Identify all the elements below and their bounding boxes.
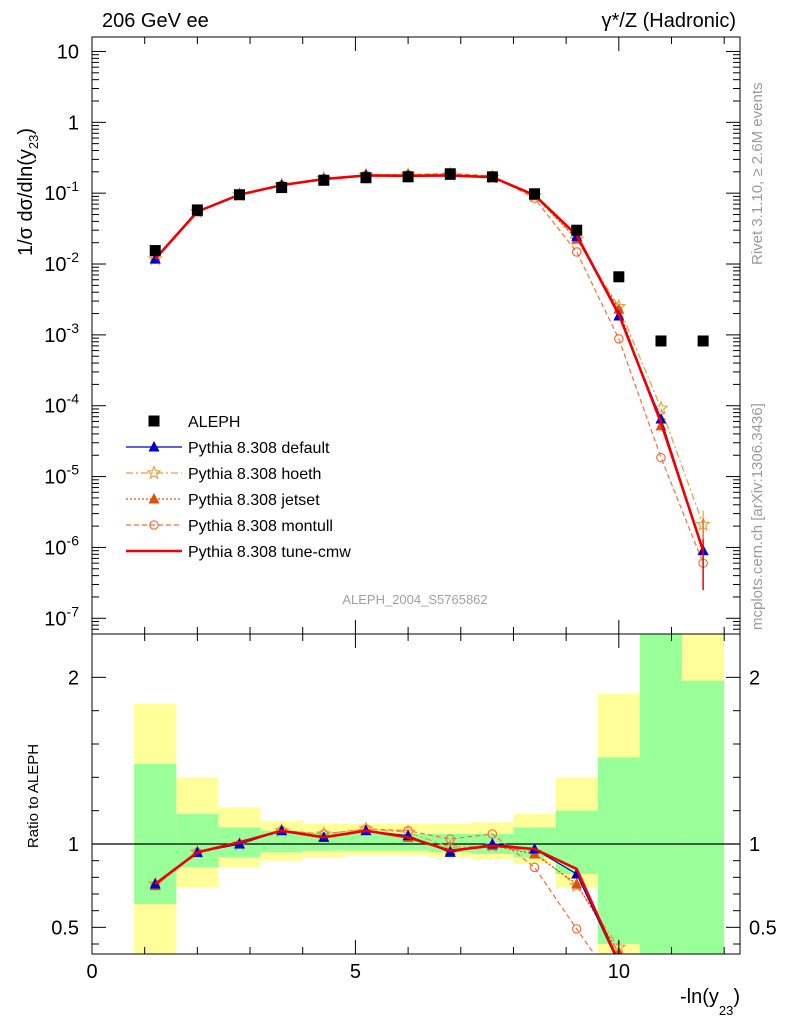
series-data (149, 168, 709, 347)
ratio-y-tick-label-left: 1 (68, 834, 79, 856)
main-y-tick-label: 10-6 (44, 532, 79, 559)
point-default (655, 412, 667, 424)
ratio-band-inner (555, 810, 598, 874)
legend-marker (146, 464, 162, 480)
main-y-tick-label: 10-2 (44, 249, 79, 276)
point-data (529, 188, 541, 200)
legend-marker (148, 415, 160, 427)
ratio-band-inner (176, 814, 219, 868)
mcplots-credit-label: mcplots.cern.ch [arXiv:1306.3436] (749, 403, 766, 630)
header-left-label: 206 GeV ee (102, 10, 209, 32)
ratio-uncertainty-bands (92, 634, 740, 954)
point-data (444, 168, 456, 180)
legend-label: Pythia 8.308 jetset (188, 492, 320, 509)
legend-label: Pythia 8.308 default (188, 440, 330, 457)
ratio-y-tick-label-left: 2 (68, 667, 79, 689)
legend-entry: Pythia 8.308 tune-cmw (126, 544, 351, 561)
main-y-tick-label: 1 (68, 112, 79, 134)
ratio-line-tune_cmw (154, 829, 617, 954)
ratio-band-inner (344, 834, 388, 851)
legend-label: Pythia 8.308 montull (188, 518, 333, 535)
main-y-tick-label: 10-3 (44, 320, 79, 347)
main-y-tick-label: 10-1 (44, 178, 79, 205)
ratio-y-tick-label-left: 0.5 (51, 917, 79, 939)
ratio-series-layer (147, 820, 627, 954)
ratio-line-hoeth (154, 828, 620, 948)
rivet-version-label: Rivet 3.1.10, ≥ 2.6M events (749, 83, 766, 266)
series-line-tune_cmw (154, 174, 705, 552)
ratio-band-inner (260, 830, 303, 853)
analysis-name-label: ALEPH_2004_S5765862 (342, 592, 487, 607)
x-tick-label: 10 (608, 961, 630, 983)
point-data (571, 224, 583, 236)
legend-marker (149, 520, 159, 530)
point-data (318, 174, 330, 186)
header-right-label: γ*/Z (Hadronic) (602, 10, 736, 32)
ratio-band-inner (387, 834, 430, 851)
point-data (613, 271, 625, 283)
axes-layer: 10 1 10-1 10-2 10-3 10-4 10-5 10-6 10-7 0 5 10 0.5 0.… (44, 37, 777, 983)
x-axis-label: -ln(y23) (680, 986, 740, 1018)
x-tick-label: 0 (86, 961, 97, 983)
ratio-point-montull (529, 862, 540, 873)
legend-label: Pythia 8.308 hoeth (188, 466, 321, 483)
legend-label: Pythia 8.308 tune-cmw (188, 544, 351, 561)
x-tick-label: 5 (350, 961, 361, 983)
point-data (402, 171, 414, 183)
point-data (149, 245, 161, 257)
legend-entry: Pythia 8.308 hoeth (126, 464, 321, 483)
ratio-band-inner (639, 634, 683, 954)
legend: ALEPH Pythia 8.308 default Pythia 8.308 ho… (126, 414, 351, 561)
ratio-series-tune_cmw (154, 829, 617, 954)
ratio-point-jetset (571, 878, 583, 889)
point-montull (614, 334, 624, 344)
point-data (655, 335, 667, 347)
main-y-tick-label: 10 (57, 41, 79, 63)
point-montull (571, 247, 582, 257)
point-data (191, 204, 203, 216)
point-data (276, 182, 288, 194)
ratio-y-tick-label-right: 2 (749, 667, 760, 689)
ratio-y-tick-label-right: 0.5 (749, 917, 777, 939)
ratio-y-tick-label-right: 1 (749, 834, 760, 856)
main-y-tick-label: 10-5 (44, 462, 79, 489)
legend-marker (148, 493, 160, 504)
point-data (234, 189, 246, 201)
series-tune_cmw (154, 174, 705, 552)
legend-marker (148, 441, 160, 452)
ratio-band-inner (682, 680, 725, 954)
ratio-plot-frame (91, 633, 741, 955)
legend-entry: ALEPH (148, 414, 240, 431)
point-data (360, 172, 372, 184)
main-y-tick-label: 10-7 (44, 603, 79, 630)
ratio-point-montull (445, 834, 456, 844)
ratio-band-inner (597, 757, 640, 944)
ratio-point-montull (571, 924, 582, 934)
point-montull (656, 452, 666, 463)
legend-entry: Pythia 8.308 default (126, 440, 330, 457)
point-data (486, 171, 498, 183)
main-y-axis-label: 1/σ dσ/dln(y23) (15, 128, 41, 256)
main-series-layer (147, 166, 711, 591)
legend-label: ALEPH (188, 414, 240, 431)
main-y-tick-label: 10-4 (44, 391, 79, 418)
legend-entry: Pythia 8.308 montull (126, 518, 333, 535)
legend-entry: Pythia 8.308 jetset (126, 492, 320, 509)
ratio-y-axis-label: Ratio to ALEPH (25, 744, 42, 848)
point-data (697, 335, 709, 347)
